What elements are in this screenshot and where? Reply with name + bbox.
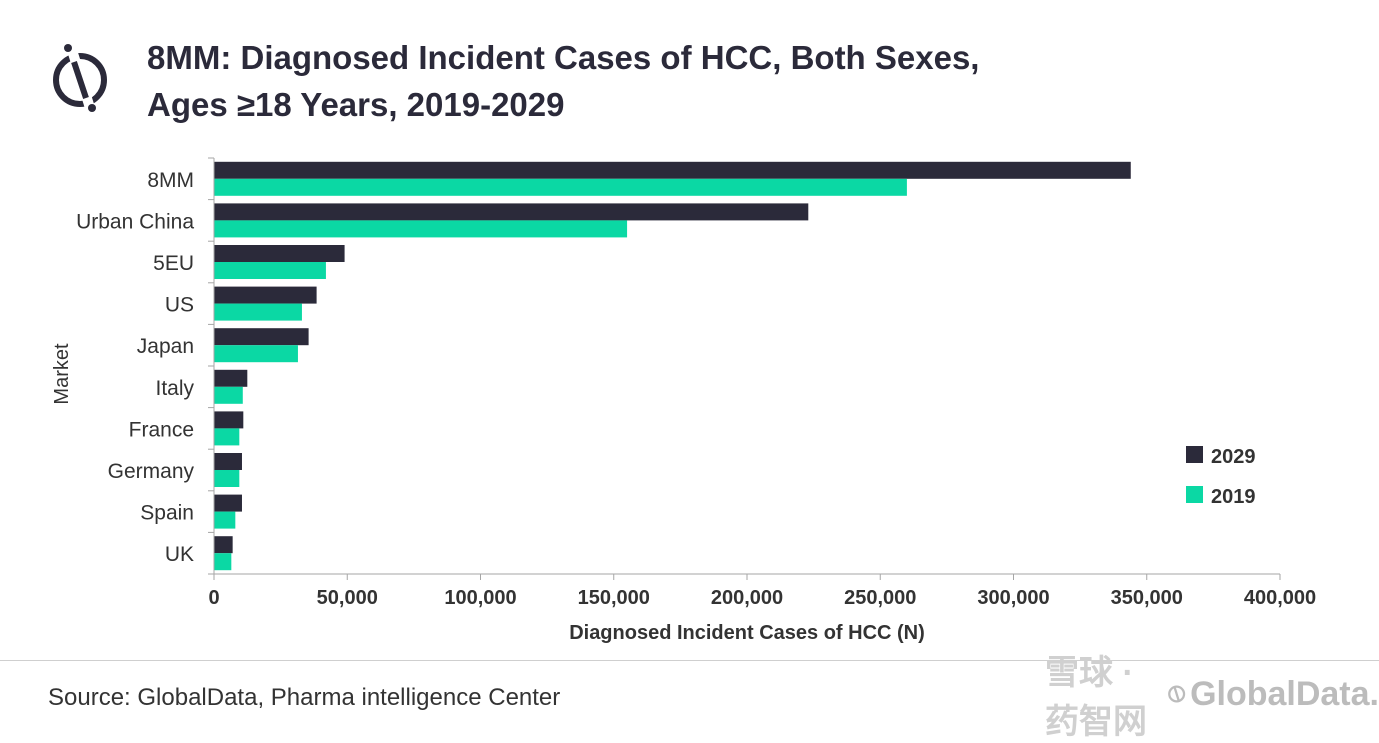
y-tick-label: US bbox=[165, 294, 194, 317]
bar-2029 bbox=[214, 245, 345, 262]
y-tick-label: 8MM bbox=[147, 169, 194, 192]
x-tick-label: 400,000 bbox=[1244, 587, 1316, 609]
legend-swatch-2019 bbox=[1186, 486, 1203, 503]
bar-2019 bbox=[214, 511, 236, 529]
y-tick-label: France bbox=[129, 418, 194, 441]
legend-swatch-2029 bbox=[1186, 446, 1203, 463]
bar-2019 bbox=[214, 345, 298, 363]
bar-2029 bbox=[214, 369, 248, 387]
brand-watermark: 雪球 · 药智网 GlobalData. bbox=[1045, 654, 1379, 741]
x-tick-label: 250,000 bbox=[844, 587, 916, 609]
y-tick-label: Spain bbox=[140, 502, 194, 525]
bar-2019 bbox=[214, 553, 232, 571]
bar-2029 bbox=[214, 328, 309, 346]
bar-2029 bbox=[214, 494, 242, 512]
x-tick-label: 50,000 bbox=[317, 587, 378, 609]
bar-2029 bbox=[214, 203, 809, 221]
y-tick-label: Italy bbox=[155, 377, 194, 400]
brand-name: GlobalData. bbox=[1190, 674, 1379, 713]
x-tick-label: 150,000 bbox=[578, 587, 650, 609]
watermark-text: 雪球 · 药智网 bbox=[1045, 654, 1147, 741]
y-axis-title: Market bbox=[51, 343, 73, 405]
bar-2019 bbox=[214, 220, 628, 238]
y-tick-label: Urban China bbox=[76, 210, 194, 233]
legend-label-2019: 2019 bbox=[1211, 486, 1256, 508]
bar-chart: 8MM Urban China 5EU US Japan Italy France Germa… bbox=[51, 157, 1316, 644]
bar-2019 bbox=[214, 470, 240, 487]
bar-2019 bbox=[214, 386, 243, 404]
bar-2019 bbox=[214, 262, 326, 279]
x-tick-label: 300,000 bbox=[977, 587, 1049, 609]
bar-2019 bbox=[214, 428, 240, 446]
x-tick-label: 100,000 bbox=[444, 587, 516, 609]
chart-title: 8MM: Diagnosed Incident Cases of HCC, Bo… bbox=[147, 34, 1087, 128]
y-tick-label: 5EU bbox=[153, 252, 194, 275]
source-note: Source: GlobalData, Pharma intelligence … bbox=[48, 684, 561, 711]
y-tick-label: Japan bbox=[137, 335, 194, 358]
x-axis-title: Diagnosed Incident Cases of HCC (N) bbox=[569, 622, 925, 644]
globaldata-brand-icon bbox=[1167, 685, 1185, 703]
title-line-2: Ages ≥18 Years, 2019-2029 bbox=[147, 86, 565, 123]
bar-2029 bbox=[214, 453, 242, 470]
y-tick-label: Germany bbox=[108, 460, 195, 483]
bar-2029 bbox=[214, 411, 244, 429]
title-line-1: 8MM: Diagnosed Incident Cases of HCC, Bo… bbox=[147, 39, 980, 76]
x-tick-label: 200,000 bbox=[711, 587, 783, 609]
bar-2029 bbox=[214, 161, 1131, 179]
bar-2019 bbox=[214, 303, 302, 321]
bar-2029 bbox=[214, 536, 233, 554]
bar-2029 bbox=[214, 286, 317, 304]
bar-2019 bbox=[214, 178, 907, 196]
legend-label-2029: 2029 bbox=[1211, 446, 1256, 468]
footer-divider bbox=[0, 660, 1379, 661]
y-tick-label: UK bbox=[165, 543, 194, 566]
globaldata-logo-icon bbox=[53, 44, 107, 112]
x-tick-label: 0 bbox=[208, 587, 219, 609]
x-tick-label: 350,000 bbox=[1111, 587, 1183, 609]
